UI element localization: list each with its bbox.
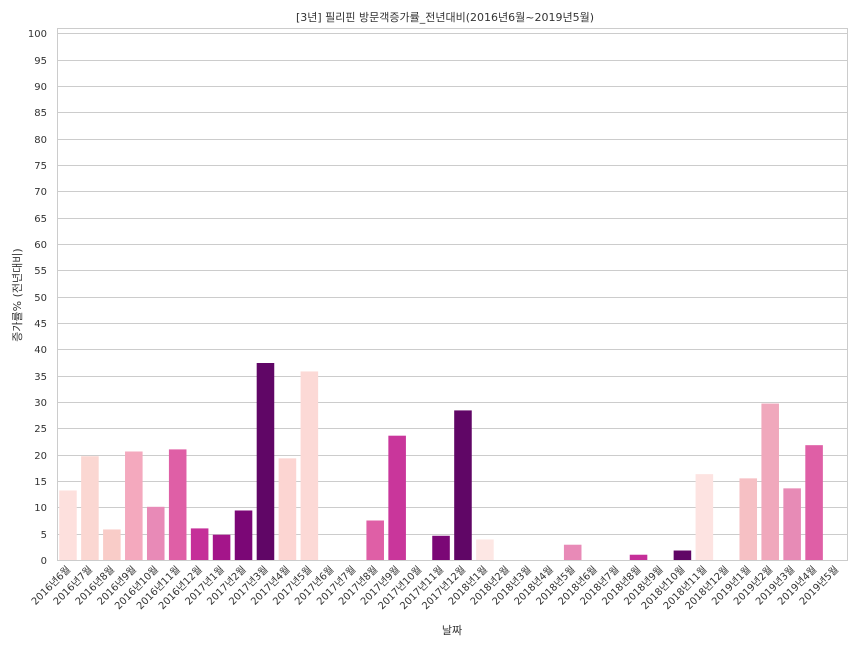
y-tick-label: 80 — [34, 135, 47, 146]
bar — [739, 478, 758, 560]
bar — [168, 449, 187, 560]
y-tick-label: 55 — [34, 266, 47, 277]
y-axis-label: 증가률% (전년대비) — [11, 248, 24, 341]
bar — [388, 435, 406, 560]
bar — [146, 506, 165, 560]
bar — [190, 528, 209, 560]
y-tick-label: 75 — [34, 161, 47, 172]
y-tick-label: 95 — [34, 56, 47, 67]
bar — [81, 456, 99, 560]
bar — [563, 544, 582, 560]
chart-title: [3년] 필리핀 방문객증가률_전년대비(2016년6월~2019년5월) — [296, 11, 594, 24]
y-tick-label: 10 — [34, 503, 47, 514]
y-tick-label: 30 — [34, 398, 47, 409]
y-tick-label: 35 — [34, 372, 47, 383]
bar — [256, 363, 275, 560]
plot-frame — [57, 28, 848, 561]
bar — [234, 510, 253, 560]
bar — [300, 371, 319, 560]
bar — [454, 410, 472, 560]
grid-lines — [57, 33, 847, 561]
bar — [673, 550, 692, 560]
bar — [805, 445, 823, 560]
y-tick-label: 50 — [34, 293, 47, 304]
bar — [432, 535, 450, 560]
y-tick-label: 60 — [34, 240, 47, 251]
y-tick-label: 85 — [34, 108, 47, 119]
bar — [761, 403, 779, 560]
y-tick-label: 70 — [34, 187, 47, 198]
x-tick-labels: 2016년6월2016년7월2016년8월2016년9월2016년10월2016… — [29, 564, 841, 612]
y-tick-label: 40 — [34, 345, 47, 356]
y-tick-label: 65 — [34, 214, 47, 225]
y-tick-label: 90 — [34, 82, 47, 93]
x-axis-label: 날짜 — [442, 624, 462, 637]
y-tick-label: 45 — [34, 319, 47, 330]
bar — [278, 458, 297, 560]
bar — [629, 554, 648, 560]
y-tick-label: 0 — [41, 556, 47, 567]
y-tick-label: 20 — [34, 451, 47, 462]
y-tick-labels: 0 5 10 15 20 25 30 35 40 45 50 55 60 65 70 75 80 85 90 95 10… — [28, 29, 47, 567]
y-tick-label: 25 — [34, 424, 47, 435]
y-tick-label: 15 — [34, 477, 47, 488]
bar — [125, 451, 143, 560]
y-tick-label: 5 — [41, 530, 47, 541]
bar — [59, 490, 77, 560]
bar — [695, 474, 714, 560]
y-tick-label: 100 — [28, 29, 47, 40]
bar — [783, 488, 801, 560]
bars — [59, 363, 823, 560]
bar — [476, 539, 494, 560]
bar — [366, 520, 384, 560]
bar — [103, 529, 121, 560]
bar — [212, 534, 231, 560]
